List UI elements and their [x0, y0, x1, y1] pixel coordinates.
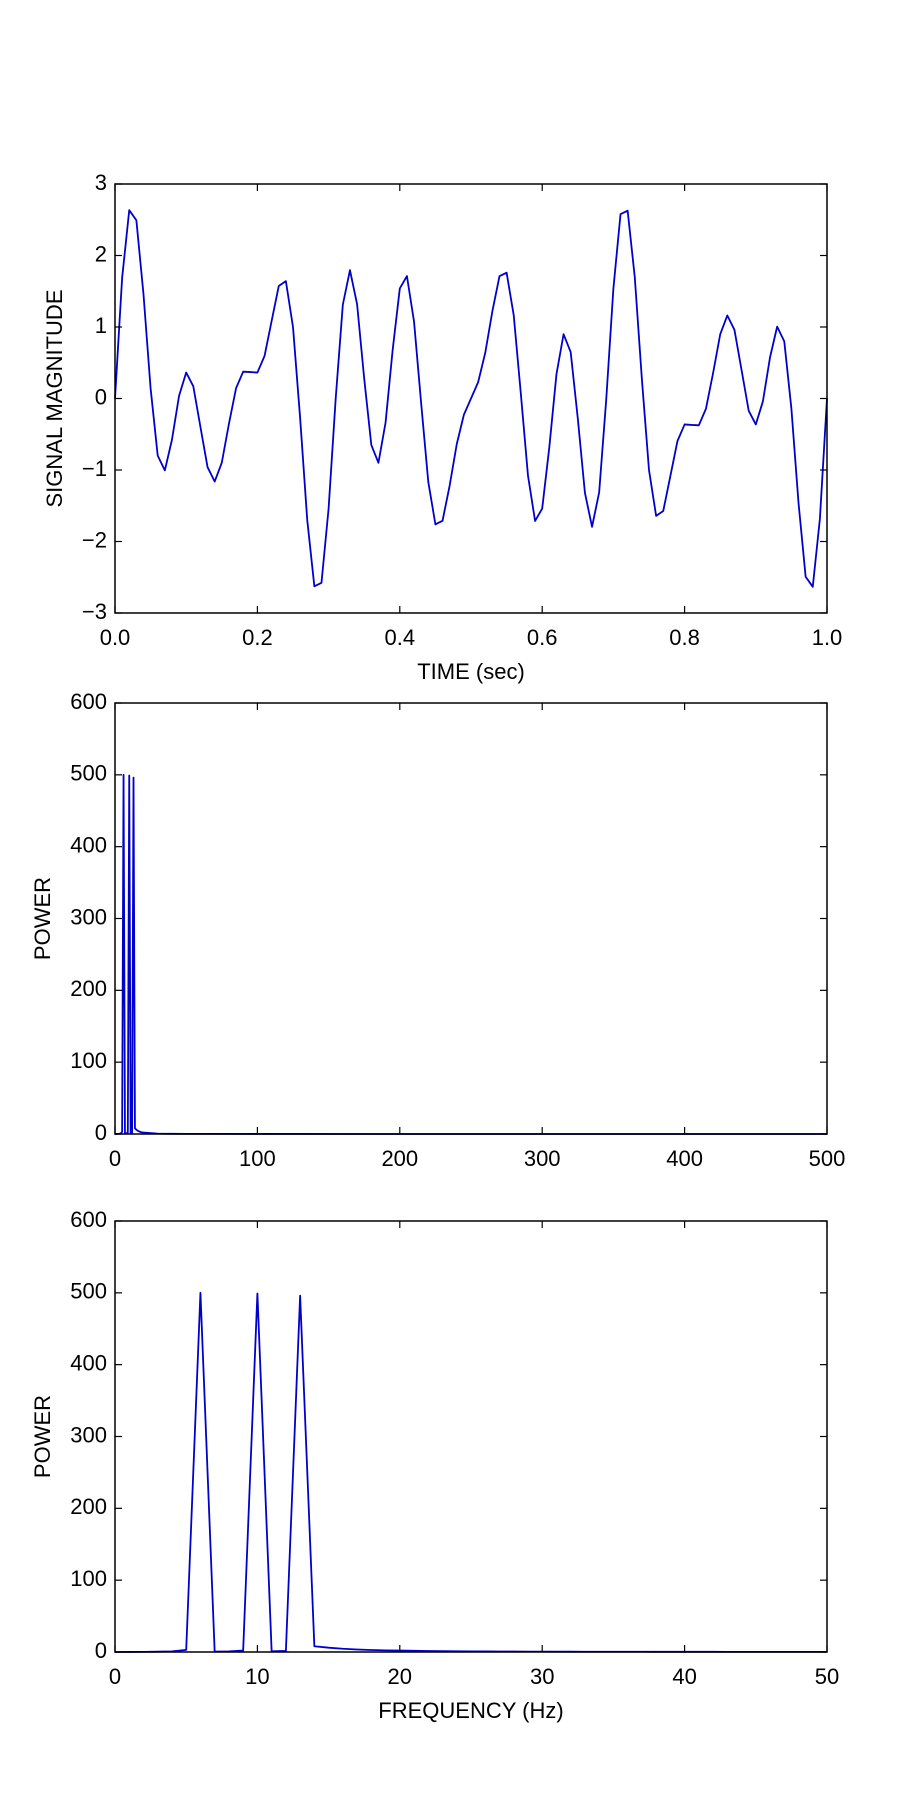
x-tick-label: 100	[239, 1146, 276, 1171]
y-tick-label: 100	[70, 1048, 107, 1073]
y-tick-label: 300	[70, 904, 107, 929]
x-tick-label: 300	[524, 1146, 561, 1171]
x-tick-label: 10	[245, 1664, 269, 1689]
x-tick-label: 200	[381, 1146, 418, 1171]
y-tick-label: −2	[82, 527, 107, 552]
x-tick-label: 0.6	[527, 625, 558, 650]
x-tick-label: 0.4	[385, 625, 416, 650]
signal-line	[114, 773, 827, 1135]
plot-frame	[114, 1220, 828, 1653]
y-tick-label: 200	[70, 1494, 107, 1519]
y-axis-label: SIGNAL MAGNITUDE	[42, 290, 67, 508]
x-tick-label: 0.2	[242, 625, 273, 650]
x-tick-label: 40	[672, 1664, 696, 1689]
x-tick-label: 0	[109, 1146, 121, 1171]
y-tick-label: 2	[95, 241, 107, 266]
x-tick-label: 50	[815, 1664, 839, 1689]
y-tick-label: 500	[70, 1279, 107, 1304]
plot-frame	[114, 702, 828, 1135]
y-tick-label: −3	[82, 599, 107, 624]
y-tick-label: 0	[95, 1638, 107, 1663]
y-tick-label: 1	[95, 313, 107, 338]
y-tick-label: 400	[70, 832, 107, 857]
x-tick-label: 0.8	[669, 625, 700, 650]
y-axis-label: POWER	[30, 1395, 55, 1478]
x-tick-label: 400	[666, 1146, 703, 1171]
y-tick-label: 3	[95, 170, 107, 195]
y-tick-label: 100	[70, 1566, 107, 1591]
signal-line	[114, 1291, 827, 1653]
x-tick-label: 1.0	[812, 625, 843, 650]
x-axis-label: FREQUENCY (Hz)	[378, 1698, 563, 1723]
y-tick-label: 600	[70, 689, 107, 714]
x-tick-label: 500	[809, 1146, 846, 1171]
y-tick-label: −1	[82, 456, 107, 481]
x-tick-label: 20	[388, 1664, 412, 1689]
y-tick-label: 0	[95, 1120, 107, 1145]
signal-line	[114, 209, 828, 588]
y-axis-label: POWER	[30, 877, 55, 960]
y-tick-label: 400	[70, 1350, 107, 1375]
x-tick-label: 0.0	[100, 625, 131, 650]
y-tick-label: 200	[70, 976, 107, 1001]
x-axis-label: TIME (sec)	[417, 659, 525, 684]
y-tick-label: 0	[95, 384, 107, 409]
x-tick-label: 0	[109, 1664, 121, 1689]
y-tick-label: 600	[70, 1207, 107, 1232]
x-tick-label: 30	[530, 1664, 554, 1689]
y-tick-label: 500	[70, 761, 107, 786]
y-tick-label: 300	[70, 1422, 107, 1447]
